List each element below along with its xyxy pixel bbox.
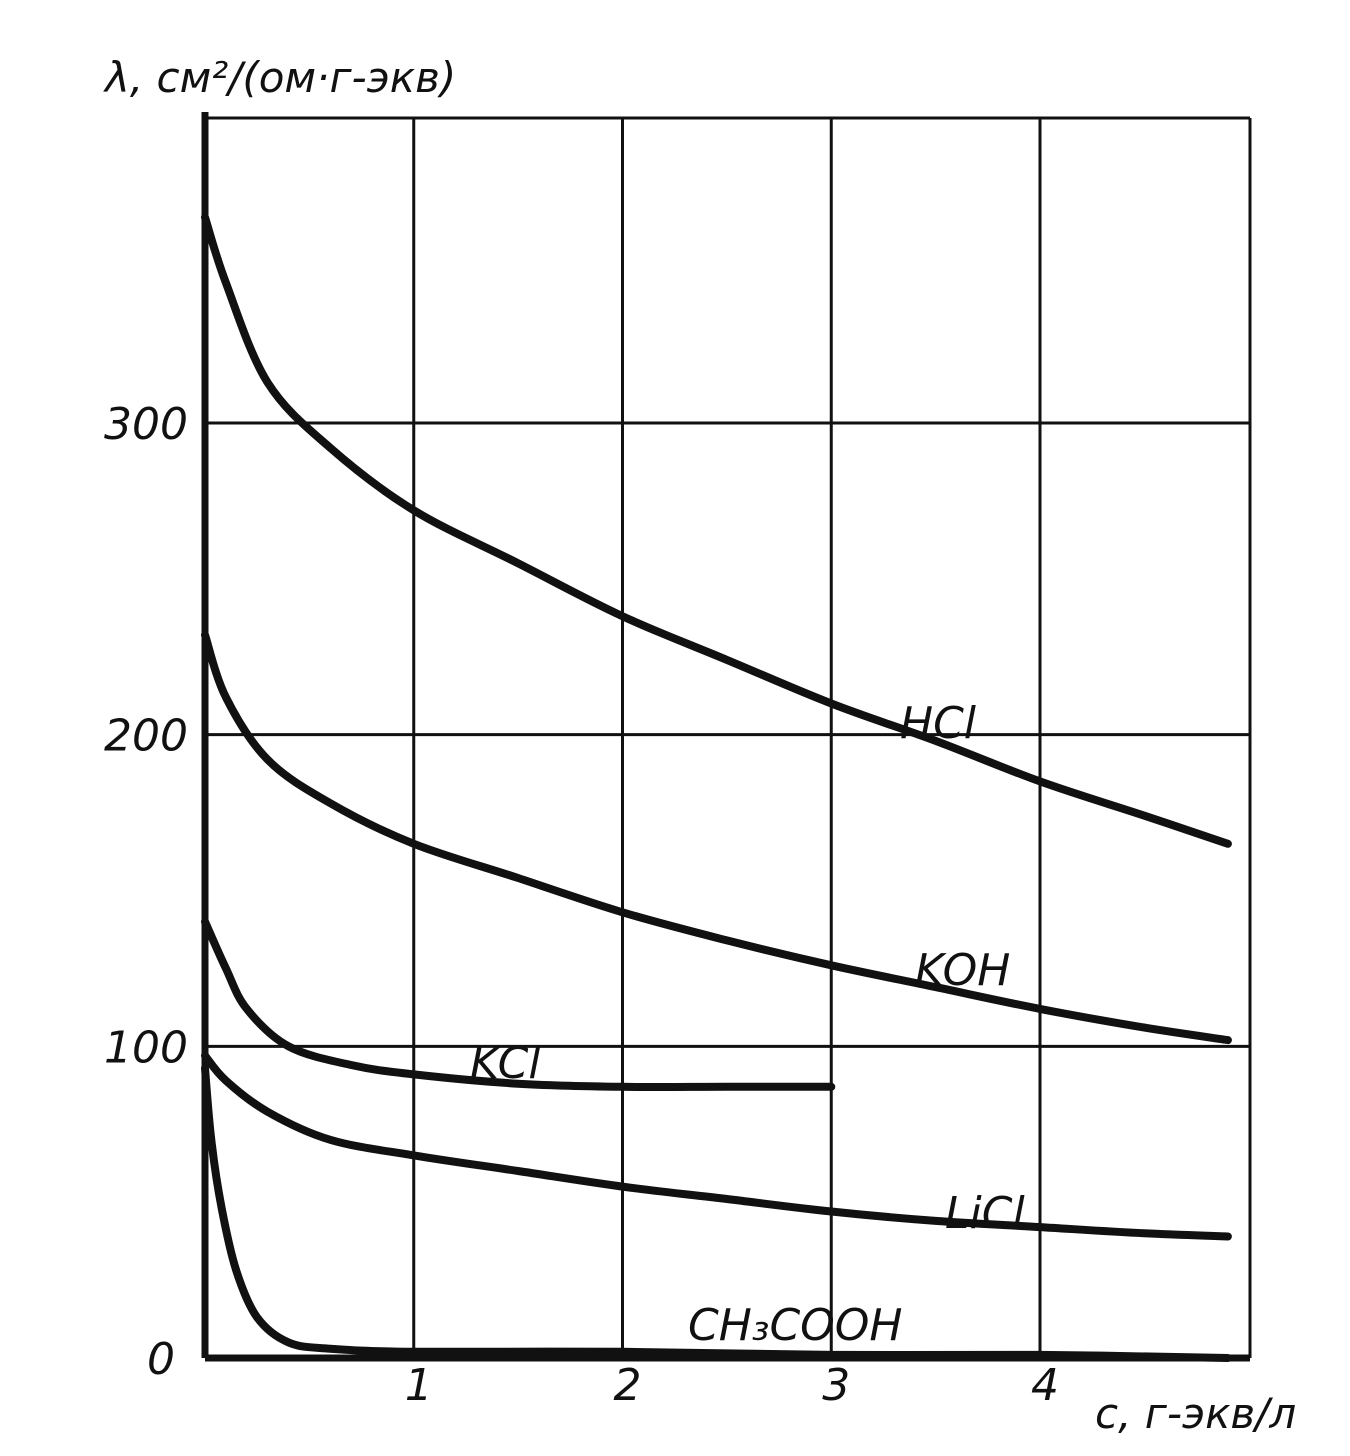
x-tick-label-1: 1 xyxy=(405,1360,433,1411)
y-axis-label: λ, см²/(ом·г-экв) xyxy=(103,53,456,102)
tick-labels: 0 100 200 300 1 2 3 4 xyxy=(104,399,1059,1411)
series-labels: HCl KOH KCl LiCl CH₃COOH xyxy=(470,698,1025,1351)
plot-frame xyxy=(201,112,1252,1362)
y-tick-label-100: 100 xyxy=(104,1022,188,1073)
series-label-hcl: HCl xyxy=(900,698,977,749)
x-axis-label: c, г-экв/л xyxy=(1095,1389,1296,1438)
series-line-koh xyxy=(201,630,1232,1045)
series-line-licl xyxy=(201,1051,1232,1241)
x-tick-label-4: 4 xyxy=(1031,1360,1059,1411)
y-tick-label-0: 0 xyxy=(147,1334,175,1385)
series-line-kcl xyxy=(201,917,836,1092)
x-tick-label-2: 2 xyxy=(614,1360,642,1411)
series-label-ch-cooh: CH₃COOH xyxy=(688,1300,903,1351)
series-label-kcl: KCl xyxy=(470,1038,541,1089)
series-line-hcl xyxy=(201,213,1232,848)
y-tick-label-300: 300 xyxy=(104,399,188,450)
series-label-koh: KOH xyxy=(915,945,1010,996)
series-label-licl: LiCl xyxy=(945,1188,1025,1239)
x-tick-label-3: 3 xyxy=(822,1360,850,1411)
series-lines xyxy=(201,213,1232,1362)
grid xyxy=(205,118,1250,1358)
y-tick-label-200: 200 xyxy=(104,711,188,762)
